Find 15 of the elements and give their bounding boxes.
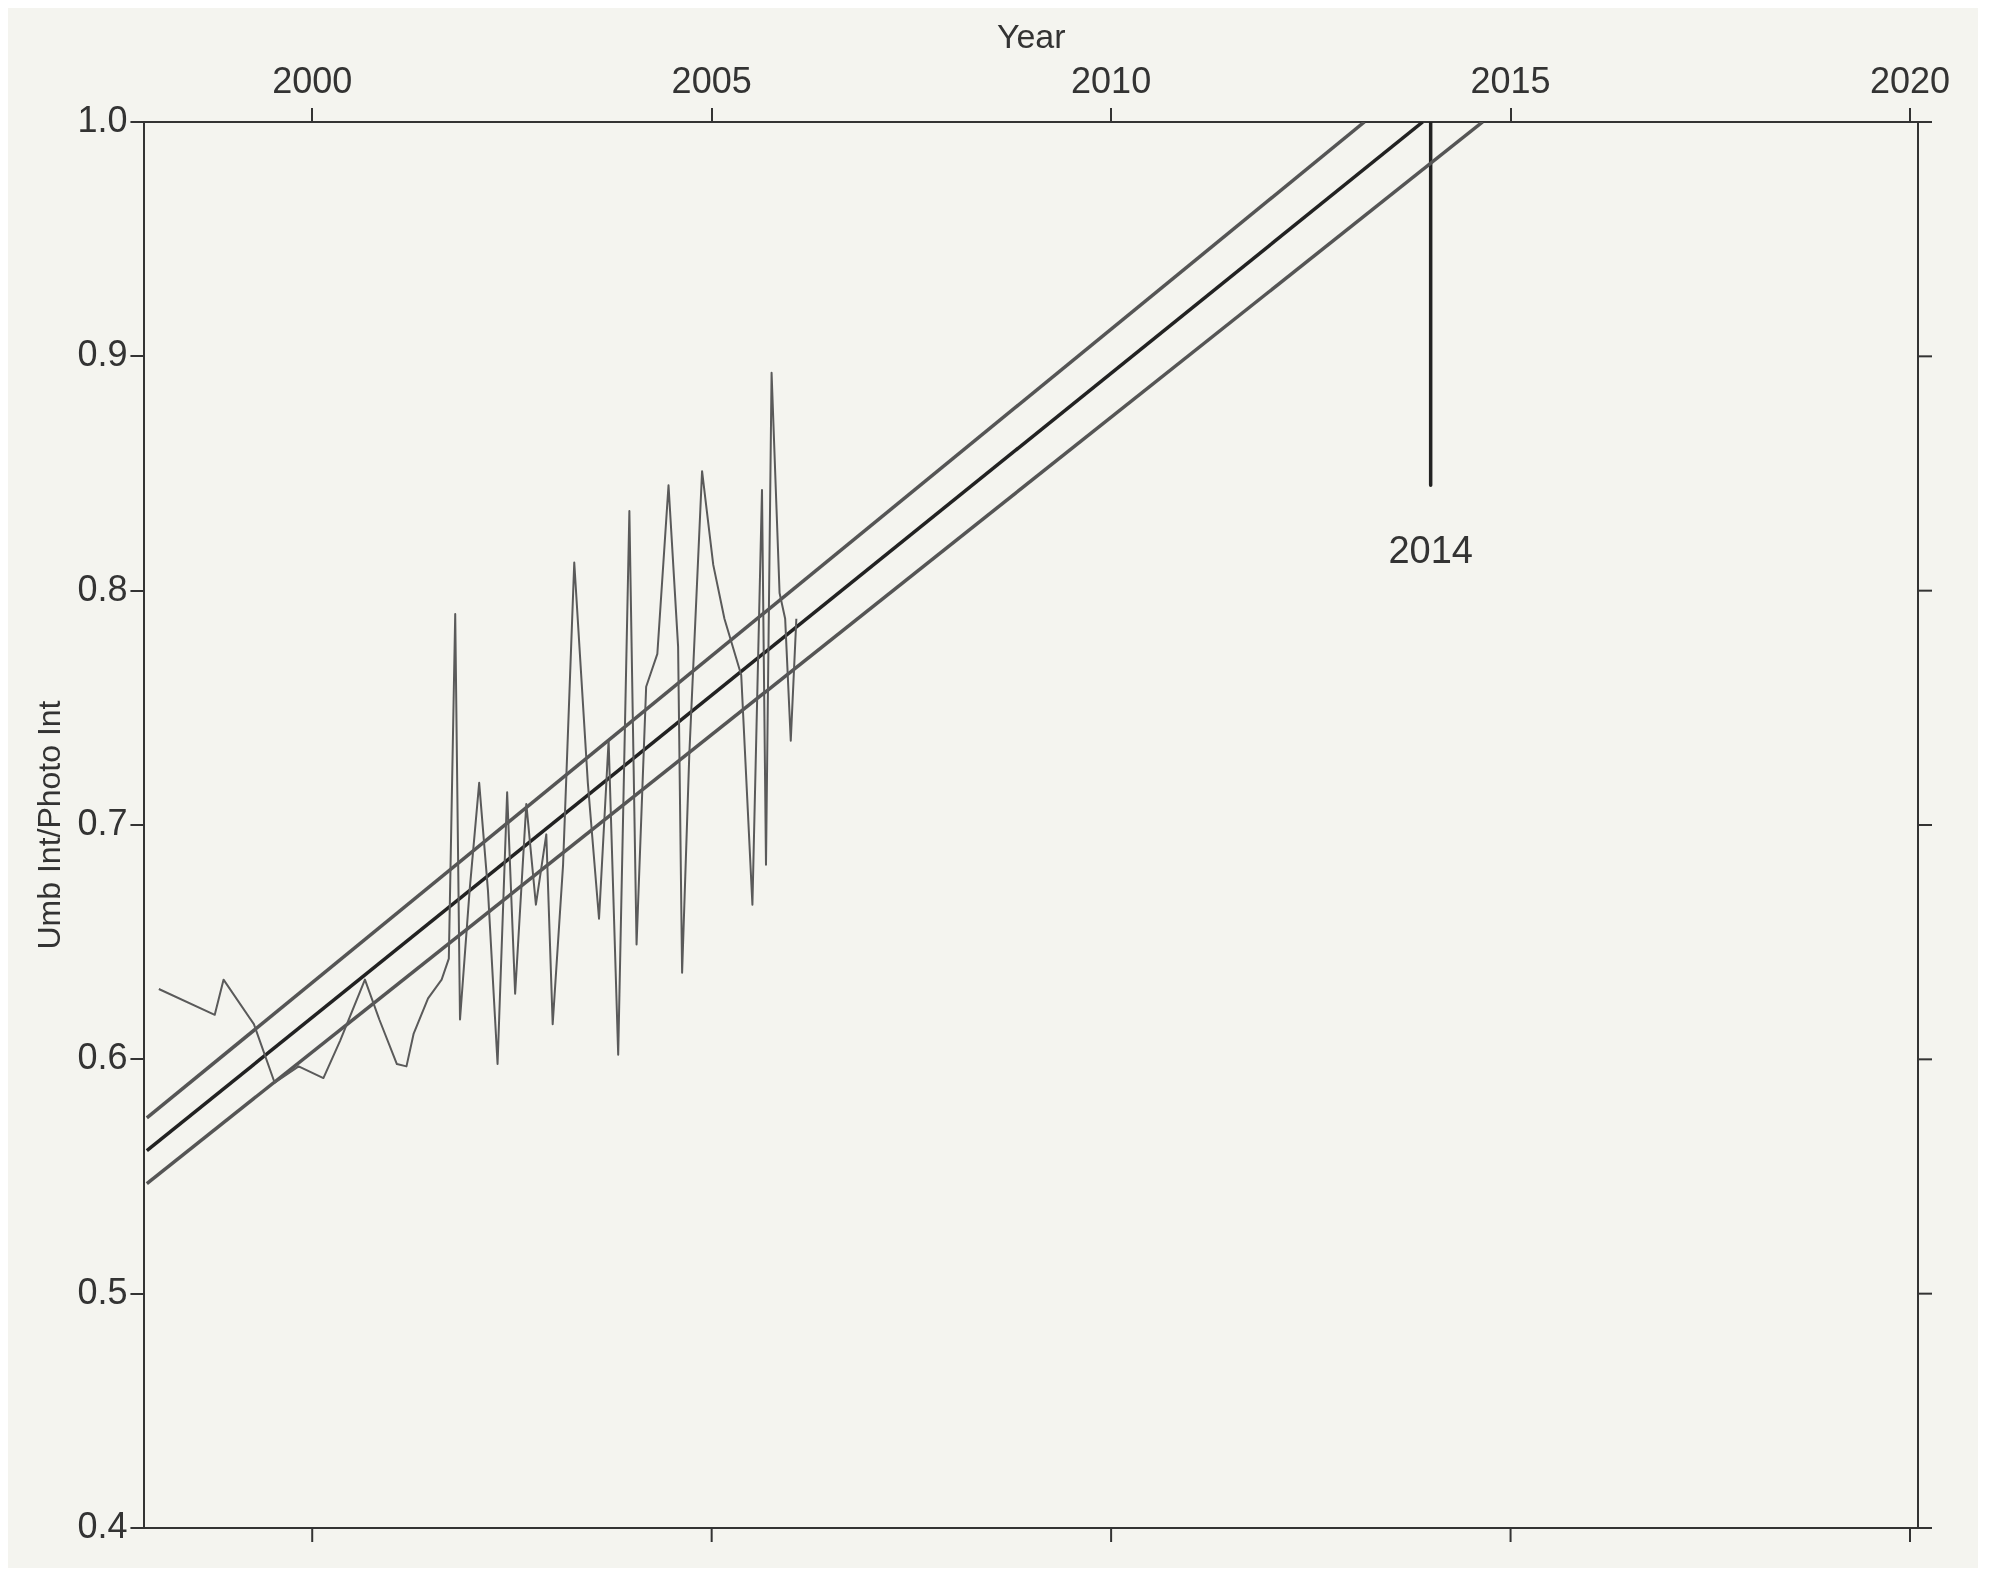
y-tick-label: 0.8 bbox=[77, 567, 128, 609]
x-axis-title: Year bbox=[996, 16, 1066, 55]
annotation: 2014 bbox=[1388, 528, 1473, 571]
y-axis-title: Umb Int/Photo Int bbox=[31, 700, 68, 950]
x-tick-label: 2020 bbox=[1869, 60, 1951, 102]
x-tick-label: 2000 bbox=[272, 60, 353, 102]
y-tick-label: 0.7 bbox=[77, 801, 128, 843]
x-tick-label: 2015 bbox=[1470, 60, 1551, 102]
y-tick-label: 0.9 bbox=[77, 333, 128, 375]
x-tick-label: 2005 bbox=[671, 60, 752, 102]
y-tick-label: 0.4 bbox=[77, 1504, 128, 1546]
y-tick-label: 0.6 bbox=[77, 1036, 128, 1078]
y-tick-label: 0.5 bbox=[77, 1270, 128, 1312]
y-tick-label: 1.0 bbox=[77, 98, 128, 140]
x-tick-label: 2010 bbox=[1071, 60, 1152, 102]
